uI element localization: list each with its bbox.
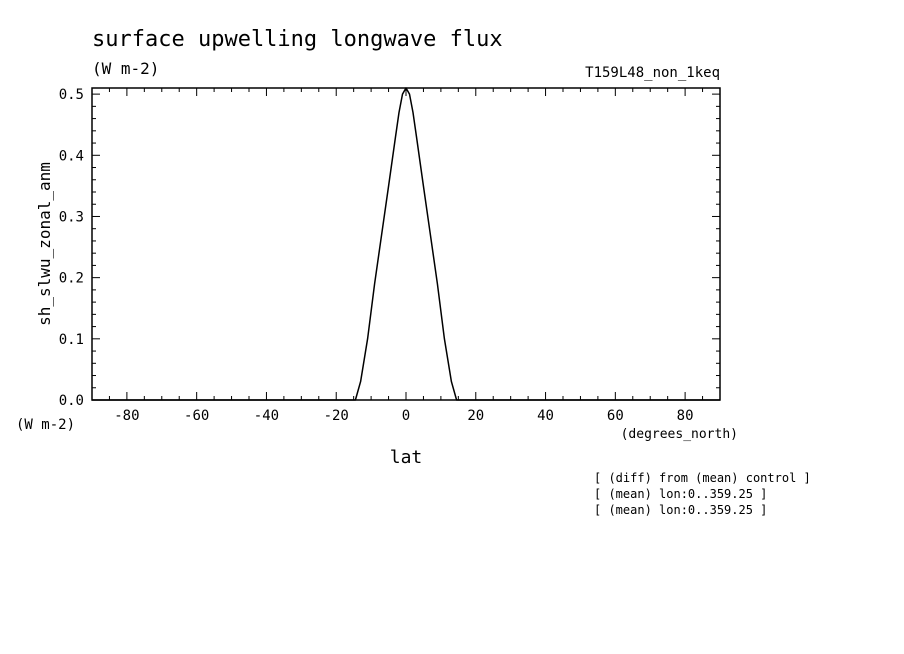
chart-title: surface upwelling longwave flux: [92, 27, 503, 52]
x-tick-label: -20: [324, 408, 349, 424]
series-line: [92, 87, 720, 401]
note-line-2: [ (mean) lon:0..359.25 ]: [594, 487, 767, 501]
x-axis-units: (degrees_north): [621, 427, 738, 442]
x-axis-ticks: -80 -60 -40 -20 0 20 40 60 80: [108, 88, 704, 424]
x-tick-label: 80: [677, 408, 694, 424]
y-axis-ticks: 0.0 0.1 0.2 0.3 0.4 0.5: [59, 87, 720, 409]
x-tick-label: -60: [184, 408, 209, 424]
x-tick-label: 0: [402, 408, 410, 424]
x-tick-label: -80: [114, 408, 139, 424]
title-units: (W m-2): [92, 59, 159, 78]
x-tick-label: -40: [254, 408, 279, 424]
plot-frame: [91, 87, 721, 401]
y-tick-label: 0.1: [59, 332, 84, 348]
y-tick-label: 0.3: [59, 209, 84, 225]
y-axis-label: sh_slwu_zonal_anm: [35, 162, 54, 326]
run-id: T159L48_non_1keq: [585, 65, 720, 81]
y-tick-label: 0.0: [59, 393, 84, 409]
y-tick-label: 0.4: [59, 148, 84, 164]
y-tick-label: 0.5: [59, 87, 84, 103]
x-tick-label: 20: [467, 408, 484, 424]
x-axis-label: lat: [390, 447, 423, 468]
note-line-1: [ (diff) from (mean) control ]: [594, 471, 811, 485]
y-axis-units: (W m-2): [16, 417, 75, 433]
series-layer: [92, 87, 720, 401]
note-line-3: [ (mean) lon:0..359.25 ]: [594, 503, 767, 517]
x-tick-label: 60: [607, 408, 624, 424]
y-tick-label: 0.2: [59, 271, 84, 287]
x-tick-label: 40: [537, 408, 554, 424]
